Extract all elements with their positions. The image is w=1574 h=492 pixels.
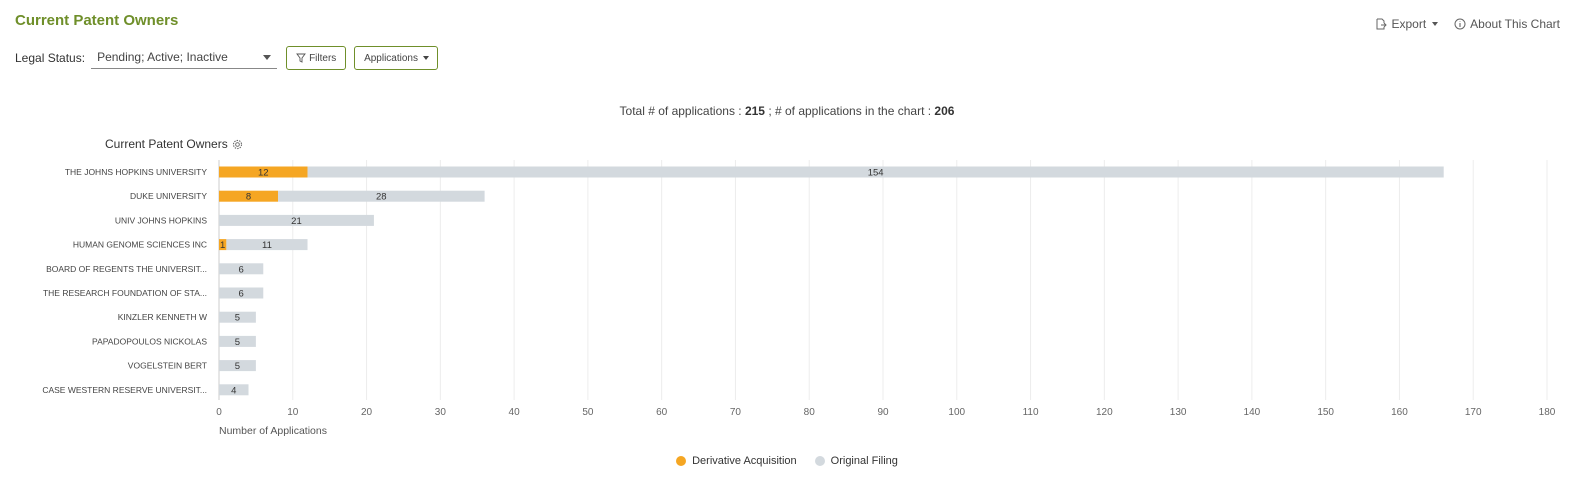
bar-segment-original [219, 360, 256, 372]
top-actions: Export About This Chart [1375, 17, 1560, 31]
filters-button[interactable]: Filters [286, 46, 347, 70]
data-label: 8 [246, 192, 251, 203]
chevron-down-icon [422, 56, 429, 60]
data-label: 154 [868, 168, 884, 179]
export-icon [1375, 18, 1388, 30]
legal-status-label: Legal Status: [15, 51, 86, 65]
x-tick-label: 100 [948, 407, 965, 418]
x-tick-label: 50 [582, 407, 594, 418]
x-tick-label: 80 [804, 407, 816, 418]
legend-label-derivative: Derivative Acquisition [692, 455, 797, 467]
bar-segment-original [219, 384, 249, 396]
legal-status-value: Pending; Active; Inactive [97, 50, 228, 64]
x-tick-label: 140 [1244, 407, 1261, 418]
legal-status-select[interactable]: Pending; Active; Inactive [91, 47, 278, 69]
about-chart-button[interactable]: About This Chart [1454, 17, 1560, 31]
data-label: 1 [220, 240, 225, 251]
total-value: 215 [744, 104, 765, 118]
x-tick-label: 30 [435, 407, 447, 418]
y-tick-label: VOGELSTEIN BERT [128, 361, 207, 371]
x-tick-label: 170 [1465, 407, 1482, 418]
x-tick-label: 10 [287, 407, 299, 418]
filter-icon [296, 53, 306, 63]
y-tick-label: CASE WESTERN RESERVE UNIVERSIT... [42, 385, 207, 395]
y-tick-label: PAPADOPOULOS NICKOLAS [92, 336, 207, 346]
bar-segment-original [219, 214, 374, 226]
data-label: 6 [238, 264, 243, 275]
legend-swatch-original [814, 456, 825, 466]
bar-segment-derivative [219, 190, 279, 202]
data-label: 6 [238, 289, 243, 300]
total-label: Total # of applications : [619, 104, 745, 118]
x-tick-label: 90 [877, 407, 889, 418]
export-button[interactable]: Export [1375, 17, 1439, 31]
x-tick-label: 120 [1096, 407, 1113, 418]
bar-segment-original [219, 287, 264, 299]
bar-segment-original [219, 263, 264, 275]
applications-dropdown[interactable]: Applications [354, 46, 439, 70]
x-tick-label: 160 [1391, 407, 1408, 418]
y-tick-label: UNIV JOHNS HOPKINS [115, 215, 207, 225]
data-label: 12 [258, 168, 269, 179]
info-icon [1454, 18, 1466, 30]
export-label: Export [1391, 17, 1427, 31]
filters-label: Filters [309, 52, 337, 64]
applications-summary: Total # of applications : 215 ; # of app… [0, 104, 1574, 118]
chevron-down-icon [263, 54, 272, 60]
y-axis-title-text: Current Patent Owners [105, 137, 228, 151]
bar-segment-derivative [219, 239, 227, 251]
legend-swatch-derivative [676, 456, 687, 466]
legend-item-original[interactable]: Original Filing [814, 455, 898, 467]
bar-segment-original [278, 190, 485, 202]
data-label: 11 [262, 240, 272, 251]
x-tick-label: 0 [216, 407, 222, 418]
x-axis-title: Number of Applications [219, 425, 327, 437]
y-tick-label: BOARD OF REGENTS THE UNIVERSIT... [46, 264, 207, 274]
legend-item-derivative[interactable]: Derivative Acquisition [676, 455, 797, 467]
settings-icon[interactable] [232, 139, 243, 150]
about-chart-label: About This Chart [1470, 17, 1560, 31]
filter-row: Legal Status: Pending; Active; Inactive … [15, 46, 439, 70]
bar-segment-original [219, 311, 256, 323]
applications-label: Applications [364, 52, 418, 64]
y-tick-label: THE JOHNS HOPKINS UNIVERSITY [65, 167, 207, 177]
y-tick-label: KINZLER KENNETH W [118, 312, 207, 322]
y-axis-title: Current Patent Owners [105, 137, 243, 151]
bar-segment-derivative [219, 166, 308, 178]
y-tick-label: DUKE UNIVERSITY [130, 191, 207, 201]
data-label: 5 [235, 361, 240, 372]
x-tick-label: 180 [1539, 407, 1556, 418]
data-label: 4 [231, 385, 236, 396]
chart-legend: Derivative Acquisition Original Filing [0, 455, 1574, 467]
chart-count-value: 206 [934, 104, 955, 118]
bar-segment-original [219, 335, 256, 347]
x-tick-label: 70 [730, 407, 742, 418]
x-tick-label: 110 [1023, 407, 1039, 418]
x-tick-label: 20 [361, 407, 373, 418]
y-tick-label: THE RESEARCH FOUNDATION OF STA... [43, 288, 207, 298]
x-tick-label: 130 [1170, 407, 1187, 418]
data-label: 21 [291, 216, 302, 227]
legend-label-original: Original Filing [830, 455, 898, 467]
x-tick-label: 40 [509, 407, 521, 418]
x-tick-label: 60 [656, 407, 668, 418]
data-label: 5 [235, 337, 240, 348]
chevron-down-icon [1432, 22, 1439, 26]
chart-count-label: ; # of applications in the chart : [764, 104, 935, 118]
data-label: 5 [235, 313, 240, 324]
page-title: Current Patent Owners [15, 12, 179, 29]
x-tick-label: 150 [1317, 407, 1334, 418]
data-label: 28 [376, 192, 387, 203]
y-tick-label: HUMAN GENOME SCIENCES INC [73, 240, 207, 250]
bar-segment-original [307, 166, 1444, 178]
bar-segment-original [226, 239, 308, 251]
